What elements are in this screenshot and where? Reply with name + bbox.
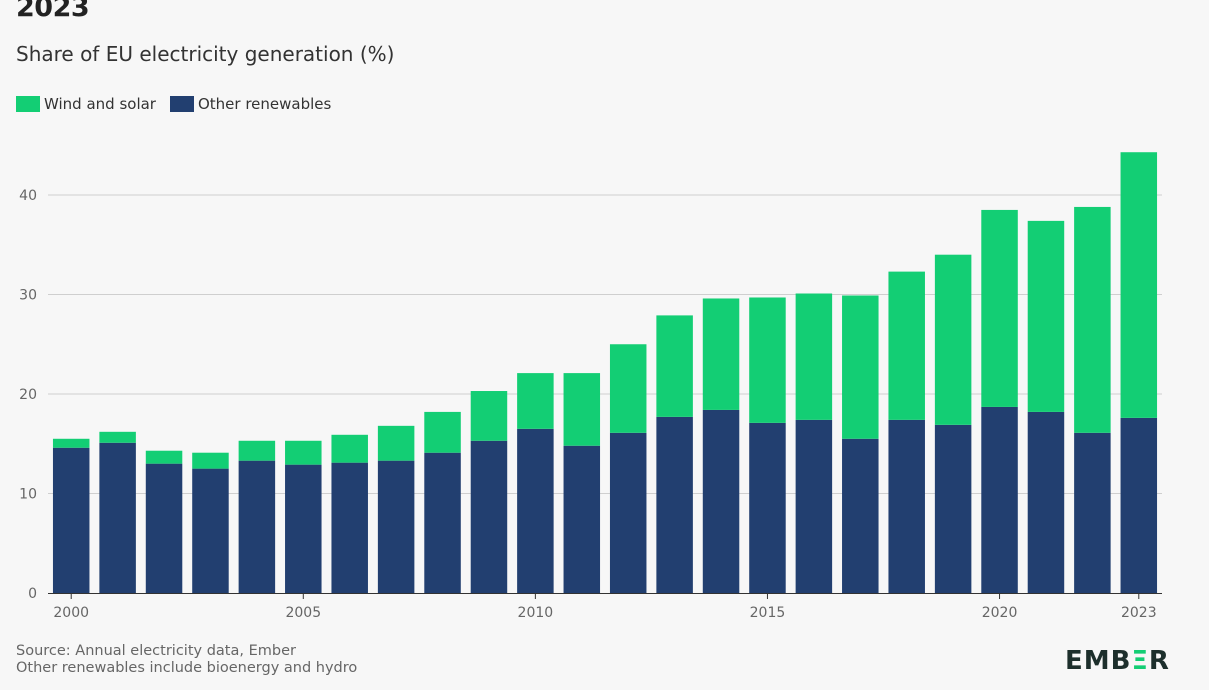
- bar-wind-solar: [238, 440, 276, 461]
- bar-wind-solar: [192, 452, 229, 469]
- bar-other-renewables: [1074, 432, 1111, 593]
- bar-wind-solar: [1074, 206, 1111, 433]
- x-tick-label: 2015: [750, 605, 786, 621]
- bar-other-renewables: [981, 406, 1018, 593]
- bar-wind-solar: [1027, 220, 1065, 412]
- chart-subtitle: Share of EU electricity generation (%): [16, 42, 395, 66]
- legend-swatch-other-renewables: [169, 96, 194, 112]
- y-tick-label: 0: [28, 586, 37, 602]
- bar-other-renewables: [842, 438, 879, 593]
- bar-wind-solar: [424, 411, 461, 453]
- bar-wind-solar: [795, 293, 833, 420]
- bar-other-renewables: [656, 416, 693, 593]
- y-tick-label: 40: [19, 188, 37, 204]
- bar-other-renewables: [795, 419, 833, 593]
- bar-other-renewables: [888, 419, 925, 593]
- bar-other-renewables: [517, 428, 554, 593]
- bar-other-renewables: [99, 442, 136, 593]
- x-tick-label: 2020: [982, 605, 1018, 621]
- y-tick-label: 10: [19, 487, 37, 503]
- bar-other-renewables: [702, 409, 740, 593]
- logo-accent: Ξ: [1131, 646, 1149, 676]
- source-note: Source: Annual electricity data, Ember O…: [16, 643, 357, 677]
- legend-swatch-wind-solar: [16, 96, 40, 112]
- bar-other-renewables: [609, 432, 647, 593]
- bar-other-renewables: [192, 468, 229, 593]
- legend-label-other-renewables: Other renewables: [197, 95, 332, 113]
- logo-text-left: EMB: [1065, 646, 1132, 676]
- bar-other-renewables: [563, 445, 601, 593]
- bar-other-renewables: [470, 440, 508, 593]
- x-tick-label: 2000: [53, 605, 89, 621]
- bar-wind-solar: [609, 344, 647, 433]
- ember-logo: EMBΞR: [1065, 646, 1170, 676]
- x-tick-label: 2005: [285, 605, 321, 621]
- bar-wind-solar: [981, 209, 1018, 407]
- bar-wind-solar: [470, 391, 508, 441]
- bar-wind-solar: [702, 298, 740, 410]
- bar-wind-solar: [377, 425, 415, 461]
- source-line: Source: Annual electricity data, Ember: [16, 643, 296, 659]
- bar-wind-solar: [934, 254, 972, 425]
- bar-other-renewables: [1120, 417, 1158, 593]
- bar-wind-solar: [331, 434, 368, 463]
- bar-other-renewables: [749, 422, 786, 593]
- legend-label-wind-solar: Wind and solar: [44, 95, 156, 113]
- bar-wind-solar: [842, 295, 879, 439]
- logo-text-right: R: [1148, 646, 1170, 676]
- bar-other-renewables: [424, 452, 461, 593]
- y-tick-label: 30: [19, 288, 37, 304]
- bar-other-renewables: [285, 464, 322, 593]
- bar-other-renewables: [934, 424, 972, 593]
- bar-wind-solar: [563, 373, 601, 446]
- legend: Wind and solar Other renewables: [16, 95, 331, 113]
- bar-other-renewables: [145, 463, 183, 593]
- chart-title: 2023: [16, 0, 90, 23]
- bar-wind-solar: [656, 315, 693, 417]
- bar-wind-solar: [749, 297, 786, 423]
- bar-wind-solar: [888, 271, 925, 420]
- bar-wind-solar: [99, 431, 136, 443]
- x-tick-label: 2023: [1121, 605, 1157, 621]
- bar-other-renewables: [1027, 411, 1065, 593]
- bar-wind-solar: [145, 450, 183, 464]
- x-tick-label: 2010: [518, 605, 554, 621]
- bar-other-renewables: [238, 460, 276, 593]
- bar-wind-solar: [285, 440, 322, 465]
- legend-item-other-renewables: Other renewables: [169, 95, 332, 113]
- legend-item-wind-solar: Wind and solar: [16, 95, 156, 113]
- y-tick-label: 20: [19, 387, 37, 403]
- bar-other-renewables: [377, 460, 415, 593]
- bar-other-renewables: [331, 462, 368, 593]
- bar-wind-solar: [517, 373, 554, 429]
- bar-other-renewables: [52, 447, 90, 593]
- bar-wind-solar: [1120, 152, 1158, 418]
- footnote-line: Other renewables include bioenergy and h…: [16, 660, 358, 676]
- bar-wind-solar: [52, 438, 90, 448]
